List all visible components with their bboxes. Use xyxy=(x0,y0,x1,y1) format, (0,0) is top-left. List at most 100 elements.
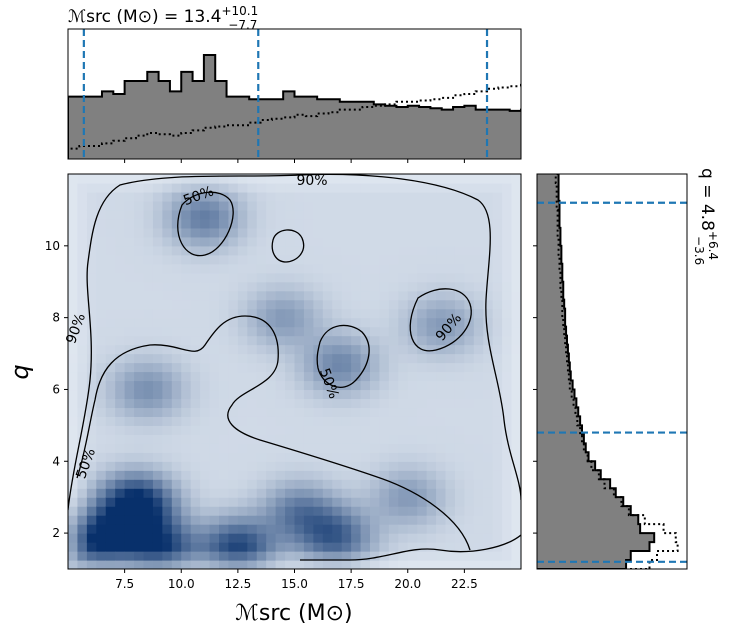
contour-90-right-island xyxy=(409,288,472,352)
joint-panel: 90% 90% 90% 50% 50% 50% 7.5 10.0 12.5 15.0 1… xyxy=(6,173,522,626)
heatmap-cell xyxy=(200,227,211,238)
heatmap-cell xyxy=(256,434,267,444)
heatmap-cell xyxy=(313,317,324,328)
heatmap-cell xyxy=(96,335,107,346)
heatmap-cell xyxy=(370,263,381,274)
heatmap-cell xyxy=(492,560,503,569)
heatmap-cell xyxy=(473,245,484,256)
heatmap-cell xyxy=(190,174,201,184)
heatmap-cell xyxy=(436,479,447,489)
heatmap-cell xyxy=(445,479,456,489)
heatmap-cell xyxy=(143,452,154,462)
contour-90-lower xyxy=(300,534,521,561)
heatmap-cell xyxy=(200,281,211,292)
heatmap-cell xyxy=(313,227,324,238)
heatmap-cell xyxy=(105,174,116,184)
heatmap-cell xyxy=(388,362,399,373)
heatmap-cell xyxy=(436,434,447,444)
heatmap-cell xyxy=(256,236,267,247)
heatmap-cell xyxy=(134,560,145,569)
heatmap-cell xyxy=(313,299,324,310)
heatmap-cell xyxy=(171,227,182,238)
heatmap-cell xyxy=(143,317,154,328)
heatmap-cell xyxy=(426,227,437,238)
heatmap-cell xyxy=(171,344,182,355)
heatmap-cell xyxy=(115,299,126,310)
heatmap-cell xyxy=(86,470,97,480)
heatmap-cell xyxy=(200,362,211,373)
heatmap-cell xyxy=(266,335,277,346)
heatmap-cell xyxy=(124,560,135,569)
heatmap-cell xyxy=(68,326,79,337)
heatmap-cell xyxy=(285,308,296,319)
heatmap-cell xyxy=(341,380,352,391)
heatmap-cell xyxy=(511,389,521,400)
heatmap-cell xyxy=(351,335,362,346)
heatmap-cell xyxy=(275,452,286,462)
heatmap-cell xyxy=(483,317,494,328)
heatmap-cell xyxy=(209,344,220,355)
contour-50-mid-island xyxy=(316,324,370,388)
heatmap-cell xyxy=(171,371,182,382)
heatmap-cell xyxy=(86,497,97,507)
heatmap-cell xyxy=(398,182,409,193)
heatmap-cell xyxy=(370,308,381,319)
heatmap-cell xyxy=(388,353,399,364)
heatmap-cell xyxy=(322,200,333,211)
heatmap-cell xyxy=(275,227,286,238)
heatmap-cell xyxy=(200,470,211,480)
heatmap-cell xyxy=(77,326,88,337)
heatmap-cell xyxy=(86,533,97,543)
heatmap-cell xyxy=(388,551,399,561)
heatmap-cell xyxy=(134,362,145,373)
top-posterior-histogram xyxy=(68,54,521,159)
heatmap-cell xyxy=(77,488,88,498)
heatmap-cell xyxy=(426,524,437,534)
heatmap-cell xyxy=(134,533,145,543)
heatmap-cell xyxy=(68,452,79,462)
heatmap-cell xyxy=(322,236,333,247)
heatmap-cell xyxy=(209,488,220,498)
heatmap-cell xyxy=(96,560,107,569)
heatmap-cell xyxy=(228,263,239,274)
heatmap-cell xyxy=(303,515,314,525)
heatmap-cell xyxy=(502,272,513,283)
heatmap-cell xyxy=(313,434,324,444)
heatmap-cell xyxy=(256,191,267,202)
heatmap-cell xyxy=(256,542,267,552)
heatmap-cell xyxy=(379,362,390,373)
heatmap-cell xyxy=(190,443,201,453)
heatmap-cell xyxy=(143,398,154,409)
heatmap-cell xyxy=(502,515,513,525)
heatmap-cell xyxy=(426,281,437,292)
heatmap-cell xyxy=(190,299,201,310)
heatmap-cell xyxy=(209,191,220,202)
heatmap-cell xyxy=(124,524,135,534)
heatmap-cell xyxy=(143,335,154,346)
heatmap-cell xyxy=(247,353,258,364)
heatmap-cell xyxy=(86,290,97,301)
heatmap-cell xyxy=(445,461,456,471)
heatmap-cell xyxy=(162,182,173,193)
heatmap-cell xyxy=(464,200,475,211)
heatmap-cell xyxy=(303,218,314,229)
heatmap-cell xyxy=(86,488,97,498)
heatmap-cell xyxy=(86,308,97,319)
heatmap-cell xyxy=(322,434,333,444)
heatmap-cell xyxy=(171,497,182,507)
heatmap-cell xyxy=(209,371,220,382)
heatmap-cell xyxy=(294,497,305,507)
heatmap-cell xyxy=(483,434,494,444)
heatmap-cell xyxy=(256,407,267,417)
heatmap-cell xyxy=(115,200,126,211)
heatmap-cell xyxy=(332,299,343,310)
heatmap-cell xyxy=(388,515,399,525)
heatmap-cell xyxy=(209,533,220,543)
heatmap-cell xyxy=(464,407,475,417)
heatmap-cell xyxy=(313,533,324,543)
heatmap-cell xyxy=(152,470,163,480)
heatmap-cell xyxy=(275,497,286,507)
heatmap-cell xyxy=(313,272,324,283)
heatmap-cell xyxy=(426,218,437,229)
heatmap-cell xyxy=(143,245,154,256)
